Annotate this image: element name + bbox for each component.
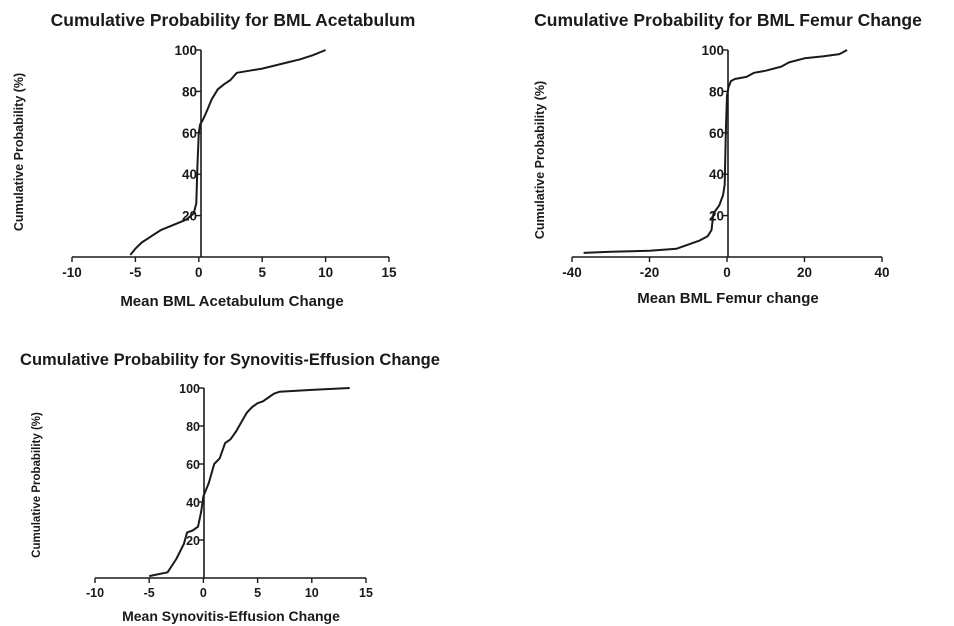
chart-title: Cumulative Probability for BML Acetabulu… — [51, 10, 416, 30]
cumulative-probability-line — [583, 49, 848, 254]
x-tick-label: -20 — [640, 265, 660, 280]
y-tick-label: 80 — [709, 84, 724, 99]
cumulative-probability-line — [129, 49, 326, 256]
chart-bml-femur: Cumulative Probability for BML Femur Cha… — [533, 10, 922, 307]
y-tick-label: 60 — [709, 126, 724, 141]
x-axis-label: Mean BML Femur change — [637, 290, 818, 307]
y-tick-label: 40 — [186, 496, 200, 510]
y-tick-label: 40 — [709, 167, 724, 182]
y-tick-label: 80 — [182, 84, 197, 99]
chart-title: Cumulative Probability for BML Femur Cha… — [534, 10, 922, 30]
y-axis-label: Cumulative Probability (%) — [533, 81, 547, 239]
x-tick-label: 0 — [200, 586, 207, 600]
y-tick-label: 20 — [186, 534, 200, 548]
y-tick-label: 60 — [186, 458, 200, 472]
x-tick-label: -5 — [129, 265, 141, 280]
y-axis-label: Cumulative Probability (%) — [31, 412, 43, 558]
x-tick-label: 15 — [381, 265, 397, 280]
x-axis-label: Mean BML Acetabulum Change — [120, 293, 343, 310]
x-tick-label: 5 — [254, 586, 261, 600]
y-tick-label: 40 — [182, 167, 197, 182]
x-tick-label: 15 — [359, 586, 373, 600]
chart-bml-acetabulum: Cumulative Probability for BML Acetabulu… — [12, 10, 415, 310]
y-axis-label: Cumulative Probability (%) — [12, 73, 26, 231]
y-tick-label: 80 — [186, 420, 200, 434]
y-tick-label: 100 — [701, 43, 724, 58]
x-tick-label: 10 — [318, 265, 333, 280]
x-tick-label: 5 — [258, 265, 266, 280]
y-tick-label: 100 — [179, 382, 200, 396]
x-tick-label: -5 — [144, 586, 155, 600]
x-tick-label: 10 — [305, 586, 319, 600]
x-tick-label: -10 — [62, 265, 82, 280]
chart-title: Cumulative Probability for Synovitis-Eff… — [20, 351, 440, 369]
x-axis-label: Mean Synovitis-Effusion Change — [122, 608, 340, 624]
x-tick-label: -40 — [562, 265, 582, 280]
y-tick-label: 60 — [182, 126, 197, 141]
chart-synovitis-effusion: Cumulative Probability for Synovitis-Eff… — [20, 351, 440, 624]
y-tick-label: 100 — [174, 43, 197, 58]
x-tick-label: 0 — [723, 265, 731, 280]
x-tick-label: 40 — [874, 265, 889, 280]
x-tick-label: 20 — [797, 265, 812, 280]
x-tick-label: 0 — [195, 265, 203, 280]
x-tick-label: -10 — [86, 586, 104, 600]
cumulative-probability-line — [148, 387, 350, 578]
